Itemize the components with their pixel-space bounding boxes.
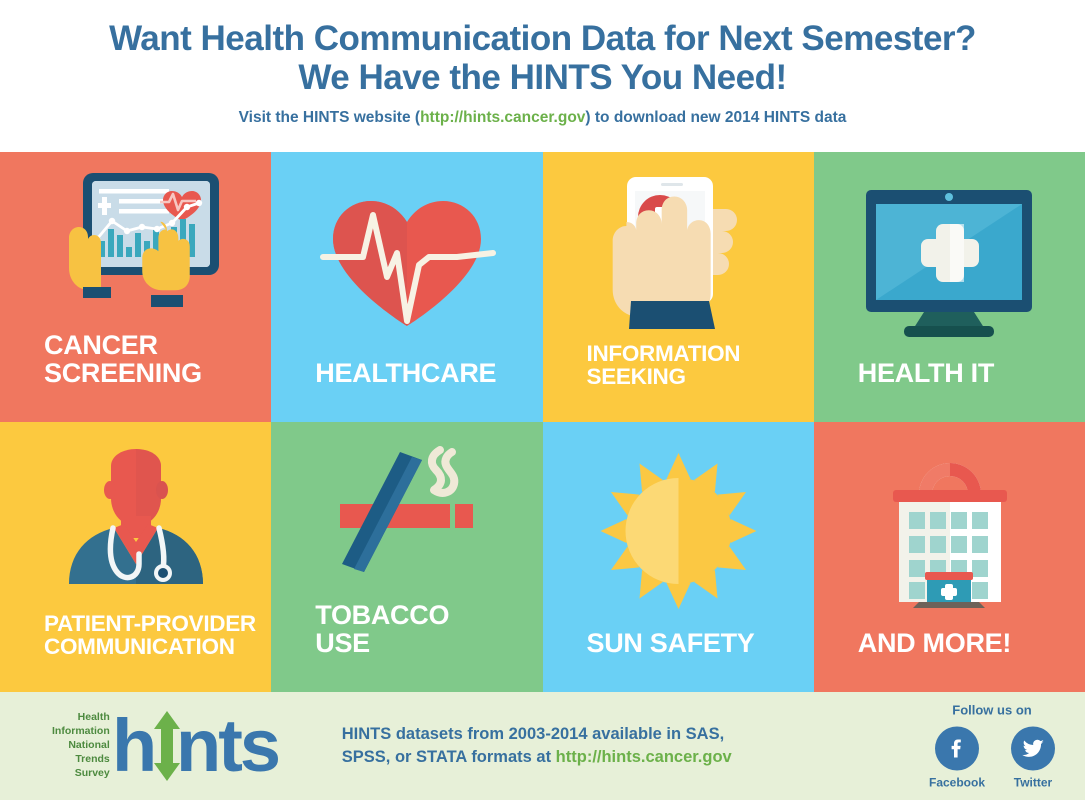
- tile-label-line-2: USE: [315, 628, 370, 659]
- hints-logo-word-survey: Survey: [74, 766, 110, 779]
- tile-art: [271, 152, 542, 360]
- subtitle-prefix: Visit the HINTS website (: [238, 108, 421, 126]
- footer-description-line-2: SPSS, or STATA formats at http://hints.c…: [342, 746, 732, 769]
- hints-logo-words: Health Information National Trends Surve…: [52, 711, 110, 780]
- tile-label-line-1: INFORMATION: [586, 340, 741, 366]
- social-item-twitter[interactable]: Twitter: [1011, 726, 1055, 790]
- social-item-facebook[interactable]: Facebook: [928, 726, 985, 790]
- tile-label: CANCER SCREENING: [0, 332, 271, 422]
- social-label-twitter: Twitter: [1013, 775, 1053, 790]
- heart-pulse-icon: [319, 201, 496, 327]
- tile-label: TOBACCO USE: [271, 602, 542, 692]
- tile-label-line-1: HEALTHCARE: [315, 358, 497, 389]
- tile-art: [0, 422, 271, 612]
- twitter-icon[interactable]: [1011, 726, 1055, 771]
- monitor-cross-icon: [866, 189, 1033, 337]
- hints-logo[interactable]: Health Information National Trends Surve…: [0, 704, 284, 788]
- tile-label: PATIENT-PROVIDER COMMUNICATION: [0, 610, 271, 692]
- subtitle-suffix: ) to download new 2014 HINTS data: [585, 108, 847, 126]
- svg-text:nts: nts: [176, 705, 279, 783]
- tile-information-seeking[interactable]: INFORMATION SEEKING: [542, 152, 814, 422]
- hints-wordmark: h nts: [112, 704, 284, 788]
- tile-art: [814, 422, 1085, 630]
- social-row: Facebook Twitter: [928, 726, 1055, 790]
- twitter-glyph-icon: [1022, 739, 1044, 757]
- tile-healthcare[interactable]: HEALTHCARE: [271, 152, 543, 422]
- tile-label-line-2: SEEKING: [586, 363, 686, 389]
- tile-cancer-screening[interactable]: CANCER SCREENING: [0, 152, 272, 422]
- subtitle: Visit the HINTS website (http://hints.ca…: [239, 109, 847, 127]
- social-label-facebook: Facebook: [928, 775, 985, 790]
- tile-art: [271, 422, 542, 602]
- hints-logo-word-national: National: [68, 739, 110, 752]
- tile-label: SUN SAFETY: [543, 628, 814, 692]
- no-smoking-icon: [339, 445, 473, 572]
- hints-wordmark-icon: h nts: [112, 704, 282, 787]
- tile-label-line-1: PATIENT-PROVIDER: [44, 610, 256, 636]
- footer-hints-link[interactable]: http://hints.cancer.gov: [555, 748, 732, 766]
- hints-logo-word-information: Information: [52, 725, 110, 738]
- tile-label: AND MORE!: [814, 628, 1085, 692]
- footer-description: HINTS datasets from 2003-2014 available …: [342, 723, 732, 770]
- facebook-glyph-icon: [951, 739, 961, 758]
- hints-logo-word-health: Health: [77, 711, 110, 724]
- hints-arrow-icon: [153, 710, 180, 781]
- page-title-line-1: Want Health Communication Data for Next …: [109, 19, 976, 58]
- header: Want Health Communication Data for Next …: [0, 0, 1085, 152]
- social-title: Follow us on: [952, 702, 1032, 718]
- facebook-icon[interactable]: [934, 726, 979, 771]
- tile-label-line-2: COMMUNICATION: [44, 633, 235, 659]
- tile-art: [814, 152, 1085, 360]
- footer-description-line-1: HINTS datasets from 2003-2014 available …: [341, 724, 725, 743]
- hints-logo-word-trends: Trends: [75, 752, 110, 765]
- tile-label: HEALTHCARE: [271, 358, 542, 422]
- social-section: Follow us on Facebook: [929, 703, 1055, 790]
- tile-art: [543, 152, 814, 342]
- tile-label-line-2: SCREENING: [44, 358, 202, 389]
- topic-grid: CANCER SCREENING HEALTHCARE: [0, 152, 1085, 692]
- tile-label: HEALTH IT: [814, 358, 1085, 422]
- tile-sun-safety[interactable]: SUN SAFETY: [542, 422, 814, 692]
- page-title-line-2: We Have the HINTS You Need!: [298, 58, 787, 98]
- tile-label-line-1: AND MORE!: [857, 628, 1012, 659]
- tile-and-more[interactable]: AND MORE!: [813, 422, 1085, 692]
- tablet-chart-icon: [68, 173, 219, 308]
- tile-patient-provider-communication[interactable]: PATIENT-PROVIDER COMMUNICATION: [0, 422, 272, 692]
- tile-art: [543, 422, 814, 630]
- svg-text:h: h: [114, 705, 154, 783]
- tile-label-line-1: CANCER: [44, 330, 158, 361]
- hand-phone-checklist-icon: [612, 177, 738, 330]
- tile-label: INFORMATION SEEKING: [543, 340, 814, 422]
- hints-website-link[interactable]: http://hints.cancer.gov: [420, 108, 586, 126]
- doctor-stethoscope-icon: [68, 449, 203, 585]
- footer: Health Information National Trends Surve…: [0, 692, 1085, 800]
- tile-tobacco-use[interactable]: TOBACCO USE: [271, 422, 543, 692]
- tile-health-it[interactable]: HEALTH IT: [813, 152, 1085, 422]
- sun-icon: [600, 453, 757, 610]
- footer-description-line-2-prefix: SPSS, or STATA formats at: [341, 748, 556, 766]
- hospital-building-icon: [892, 462, 1007, 608]
- tile-label-line-1: HEALTH IT: [857, 358, 995, 389]
- tile-label-line-1: SUN SAFETY: [586, 628, 755, 659]
- tile-art: [0, 152, 271, 332]
- tile-label-line-1: TOBACCO: [315, 600, 450, 631]
